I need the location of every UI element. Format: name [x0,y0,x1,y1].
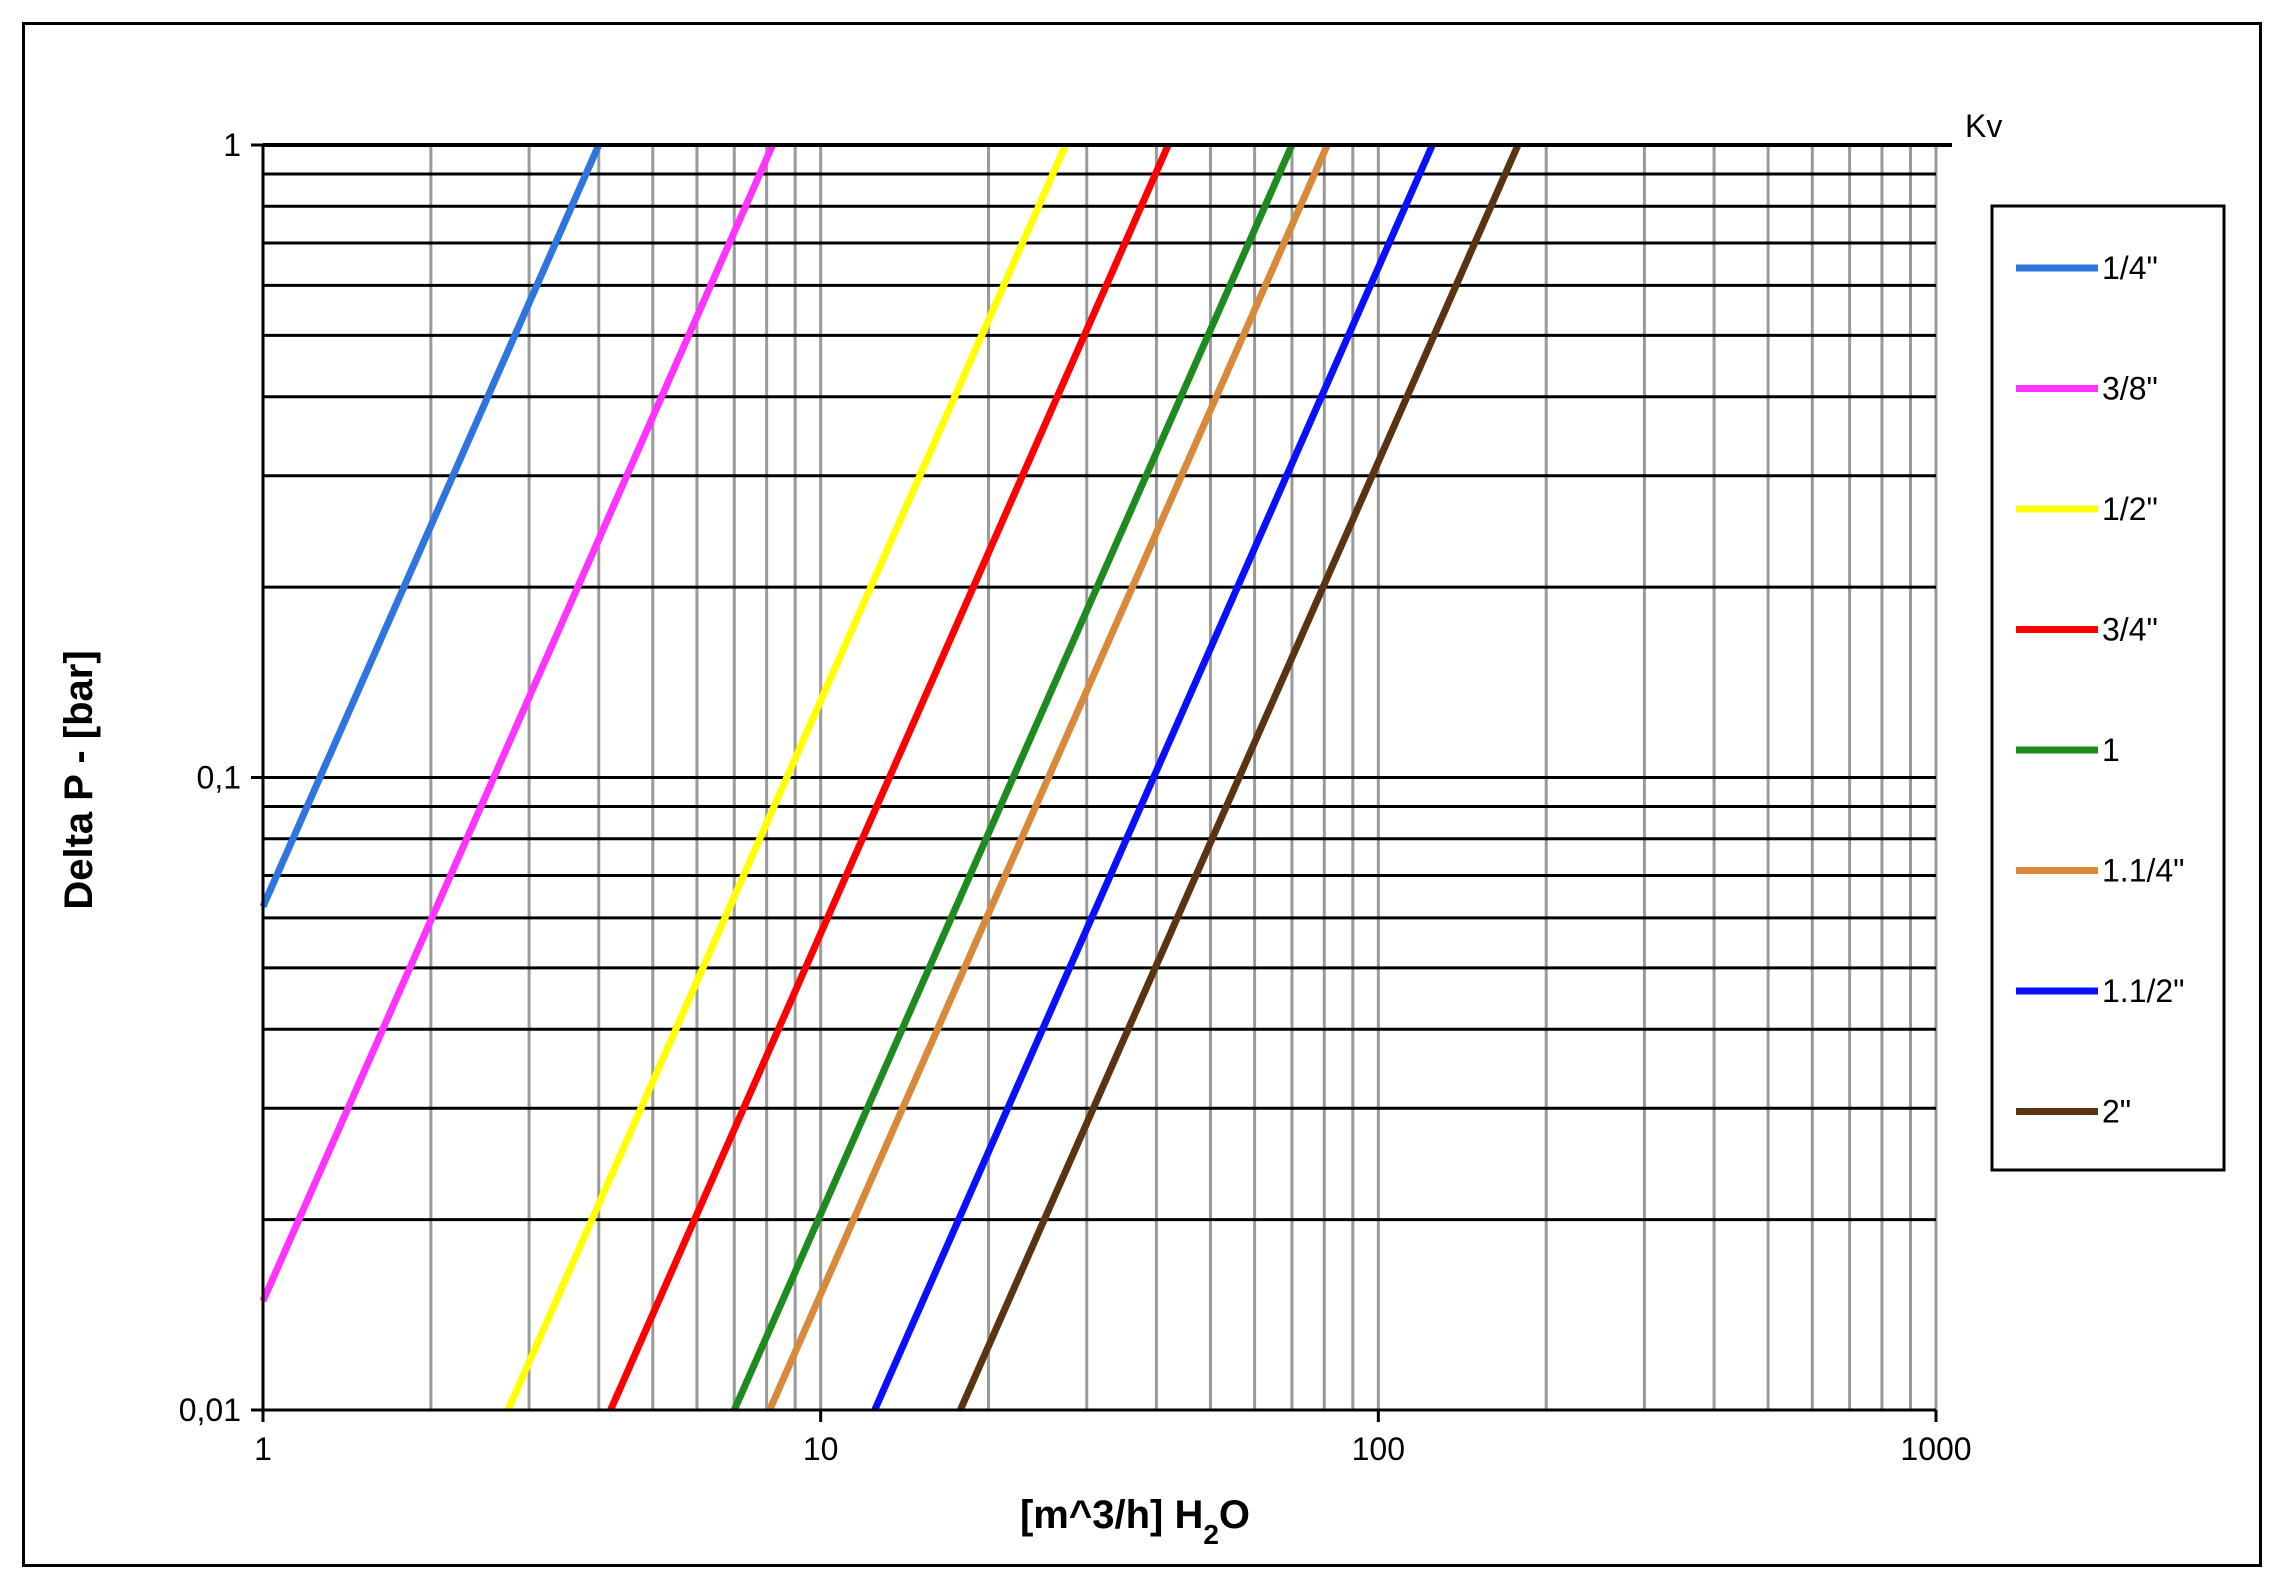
legend-label-4: 3/4" [2102,612,2158,648]
x-axis-title: [m^3/h] H2O [1020,1493,1250,1550]
legend-label-3: 1/2" [2102,491,2158,527]
x-tick-label: 1000 [1900,1431,1971,1467]
legend-label-5: 1 [2102,732,2120,768]
x-tick-label: 100 [1352,1431,1405,1467]
series-line-3 [504,143,1069,1412]
series-line-8 [957,143,1522,1412]
series-line-4 [607,143,1172,1412]
y-tick-label: 0,1 [197,760,241,796]
y-tick-label: 1 [223,127,241,163]
series-lines [259,143,1522,1412]
legend-label-1: 1/4" [2102,250,2158,286]
grid [263,145,1938,1410]
legend-label-7: 1.1/2" [2102,973,2185,1009]
kv-corner-label: Kv [1965,108,2002,144]
legend: 1/4" 3/8" 1/2" 3/4" 1 1.1/4" 1.1/2" 2" [1990,204,2226,1172]
y-axis-title: Delta P - [bar] [57,650,101,909]
series-line-1 [259,143,602,909]
series-line-2 [259,143,776,1303]
y-tick-label: 0,01 [179,1392,241,1428]
series-line-5 [731,143,1296,1412]
x-tick-label: 10 [803,1431,839,1467]
chart-frame [22,22,2262,1567]
legend-label-6: 1.1/4" [2102,853,2185,889]
series-line-7 [871,143,1436,1412]
axes: 1 10 100 1000 0,01 0,1 1 [179,127,1972,1467]
series-line-6 [766,143,1331,1412]
legend-label-2: 3/8" [2102,371,2158,407]
legend-label-8: 2" [2102,1094,2131,1130]
x-tick-label: 1 [254,1431,272,1467]
legend-box [1990,204,2226,1172]
